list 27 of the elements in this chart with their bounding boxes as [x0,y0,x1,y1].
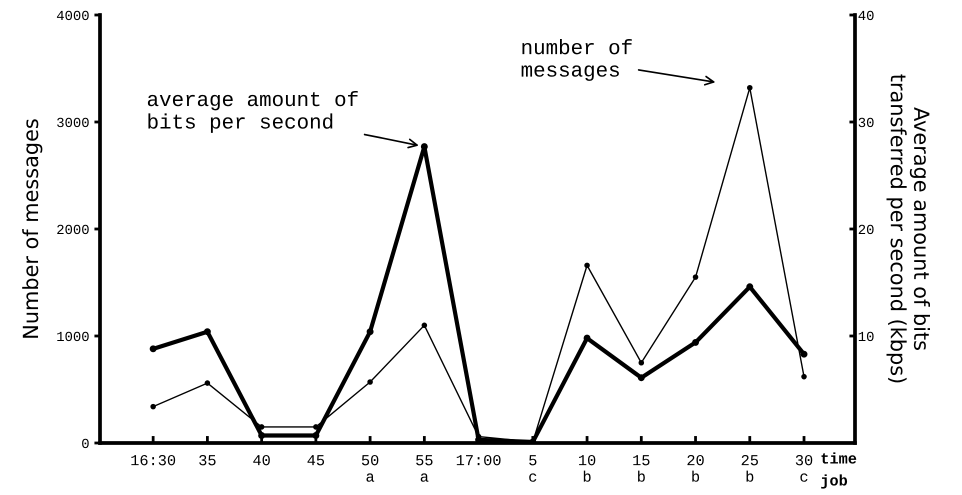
y2-axis-title: Average amount of bits transferred per second (kbps) [886,74,930,382]
text: number of messages [522,39,632,81]
y-tick-label: 1000 [57,332,89,342]
y-tick-label: 0 [82,438,89,448]
x-axis-title: time job [821,452,856,489]
x-tick-label: 30 c [796,454,812,482]
y-tick-label: 3000 [57,118,89,128]
x-tick-label: 5 c [529,455,536,482]
x-tick-label: 55 a [416,455,433,482]
x-tick-label: 15 b [633,455,650,482]
y2-tick-label: 20 [858,224,874,234]
y2-tick-label: 10 [858,332,874,342]
x-tick-label: 20 b [687,454,704,482]
x-tick-label: 50 a [362,454,378,482]
y2-tick-label: 30 [858,118,874,128]
x-tick-label: 17:00 [456,454,501,466]
x-tick-label: 35 [199,454,216,466]
x-tick-label: 40 [253,454,270,466]
y-tick-label: 4000 [56,10,89,20]
x-tick-label: 25 b [742,454,758,482]
y2-tick-label: 40 [858,10,874,20]
x-tick-label: 10 b [579,454,596,482]
x-tick-label: 16:30 [131,454,176,466]
y-tick-label: 2000 [57,224,89,234]
x-tick-label: 45 [307,455,324,466]
text: average amount of bits per second [148,90,358,133]
y-axis-title: Number of messages [22,119,42,338]
